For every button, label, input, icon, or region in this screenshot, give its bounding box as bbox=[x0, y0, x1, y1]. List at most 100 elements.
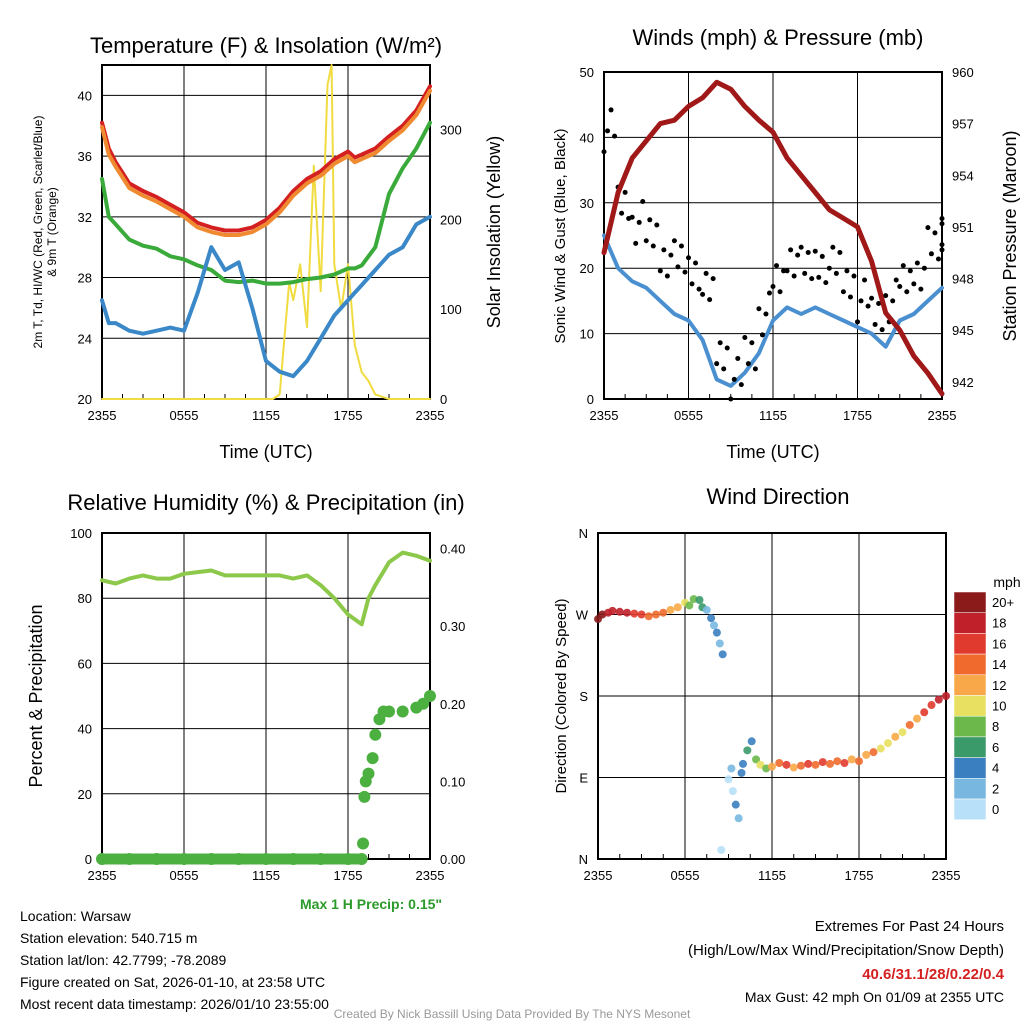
y-tick-label: 20 bbox=[78, 787, 92, 802]
series-line-9m-t bbox=[100, 88, 432, 237]
wind-direction-point bbox=[934, 695, 943, 704]
y-tick-label: 80 bbox=[78, 591, 92, 606]
colorbar-label: 10 bbox=[992, 699, 1006, 714]
gust-point bbox=[735, 355, 741, 361]
gust-point bbox=[939, 221, 945, 227]
chart-title: Relative Humidity (%) & Precipitation (i… bbox=[67, 490, 464, 515]
y-tick-label: 40 bbox=[78, 88, 92, 103]
y-right-tick-label: 945 bbox=[952, 323, 974, 338]
x-tick-label: 2355 bbox=[88, 408, 117, 423]
gust-point bbox=[686, 255, 691, 261]
wind-direction-point bbox=[862, 750, 871, 759]
colorbar-swatch bbox=[953, 715, 987, 738]
wind-direction-point bbox=[891, 732, 900, 741]
colorbar-label: 0 bbox=[992, 802, 999, 817]
wind-direction-point bbox=[659, 608, 668, 617]
gust-point bbox=[728, 396, 734, 402]
precip-point bbox=[358, 790, 371, 803]
extremes-title: Extremes For Past 24 Hours bbox=[814, 918, 1004, 935]
wind-direction-point bbox=[685, 601, 694, 610]
gust-point bbox=[763, 311, 769, 317]
wind-direction-point bbox=[855, 757, 863, 766]
x-tick-label: 2355 bbox=[88, 868, 117, 883]
series-line-hi-wc bbox=[100, 120, 432, 286]
gust-point bbox=[809, 276, 815, 282]
x-tick-label: 2355 bbox=[928, 408, 957, 423]
gust-point bbox=[714, 361, 720, 367]
precip-point bbox=[314, 853, 327, 865]
wind-direction-point bbox=[782, 760, 791, 769]
wind-direction-point bbox=[768, 762, 776, 771]
x-tick-label: 0555 bbox=[170, 408, 199, 423]
gust-point bbox=[601, 149, 607, 155]
wind-direction-point bbox=[913, 714, 921, 723]
y-right-tick-label: 960 bbox=[952, 65, 974, 80]
y-right-tick-label: 200 bbox=[440, 212, 462, 227]
x-tick-label: 1155 bbox=[759, 408, 787, 423]
wind-direction-point bbox=[615, 607, 624, 616]
y-axis-label: Percent & Precipitation bbox=[26, 604, 46, 787]
x-tick-label: 0555 bbox=[170, 868, 199, 883]
gust-point bbox=[876, 301, 882, 307]
y-tick-label: E bbox=[579, 771, 588, 786]
colorbar-swatch bbox=[953, 736, 987, 758]
gust-point bbox=[855, 319, 860, 325]
credit-text: Created By Nick Bassill Using Data Provi… bbox=[333, 1007, 691, 1021]
gust-point bbox=[668, 252, 674, 258]
x-tick-label: 1755 bbox=[334, 408, 363, 423]
gust-point bbox=[731, 376, 737, 382]
y-tick-label: N bbox=[579, 526, 588, 541]
gust-point bbox=[636, 219, 642, 225]
gust-point bbox=[928, 251, 934, 257]
wind-direction-point bbox=[797, 761, 805, 770]
colorbar-label: 18 bbox=[992, 616, 1006, 631]
wind-direction-point bbox=[728, 787, 737, 796]
gust-point bbox=[742, 335, 748, 341]
wind-direction-point bbox=[695, 596, 704, 605]
gust-point bbox=[805, 250, 811, 256]
wind-direction-point bbox=[608, 606, 617, 615]
wind-direction-point bbox=[876, 744, 885, 753]
wind-direction-point bbox=[905, 720, 914, 729]
wind-direction-point bbox=[715, 639, 724, 648]
colorbar-swatch bbox=[953, 674, 987, 696]
solar-line bbox=[101, 64, 431, 400]
wind-direction-point bbox=[623, 608, 631, 617]
gust-point bbox=[781, 268, 787, 274]
wind-direction-point bbox=[666, 605, 675, 614]
wind-direction-point bbox=[707, 614, 716, 623]
y-axis-label: 2m T, Td, HI/WC (Red, Green, Scarlet/Blu… bbox=[31, 116, 45, 349]
gust-point bbox=[925, 225, 931, 231]
wind-direction-point bbox=[869, 748, 878, 757]
gust-point bbox=[939, 215, 945, 221]
series-line-td bbox=[100, 214, 432, 379]
wind-direction-point bbox=[747, 737, 756, 746]
gust-point bbox=[654, 222, 660, 228]
colorbar-label: 6 bbox=[992, 740, 999, 755]
precip-point bbox=[369, 728, 382, 741]
gust-point bbox=[900, 263, 906, 269]
created-text: Figure created on Sat, 2026-01-10, at 23… bbox=[20, 974, 326, 990]
gust-point bbox=[784, 268, 790, 274]
gust-point bbox=[862, 277, 868, 283]
y-tick-label: 32 bbox=[78, 210, 92, 225]
gust-point bbox=[830, 244, 836, 250]
y-right-tick-label: 300 bbox=[440, 123, 462, 138]
wind-direction-point bbox=[804, 759, 813, 768]
max-gust-text: Max Gust: 42 mph On 01/09 at 2355 UTC bbox=[744, 989, 1004, 1005]
wind-direction-point bbox=[673, 603, 682, 612]
y-tick-label: 40 bbox=[580, 130, 594, 145]
precip-point bbox=[287, 853, 300, 865]
x-tick-label: 2355 bbox=[416, 408, 445, 423]
precip-point bbox=[396, 705, 409, 718]
latlon-text: Station lat/lon: 42.7799; -78.2089 bbox=[20, 952, 227, 968]
gust-point bbox=[833, 270, 839, 276]
wind-direction-point bbox=[840, 759, 849, 768]
gust-point bbox=[918, 286, 924, 292]
precip-point bbox=[96, 853, 108, 865]
gust-point bbox=[907, 268, 913, 274]
series-line-2m-t bbox=[100, 84, 432, 233]
precip-point bbox=[383, 705, 395, 718]
colorbar-swatch bbox=[953, 612, 987, 634]
